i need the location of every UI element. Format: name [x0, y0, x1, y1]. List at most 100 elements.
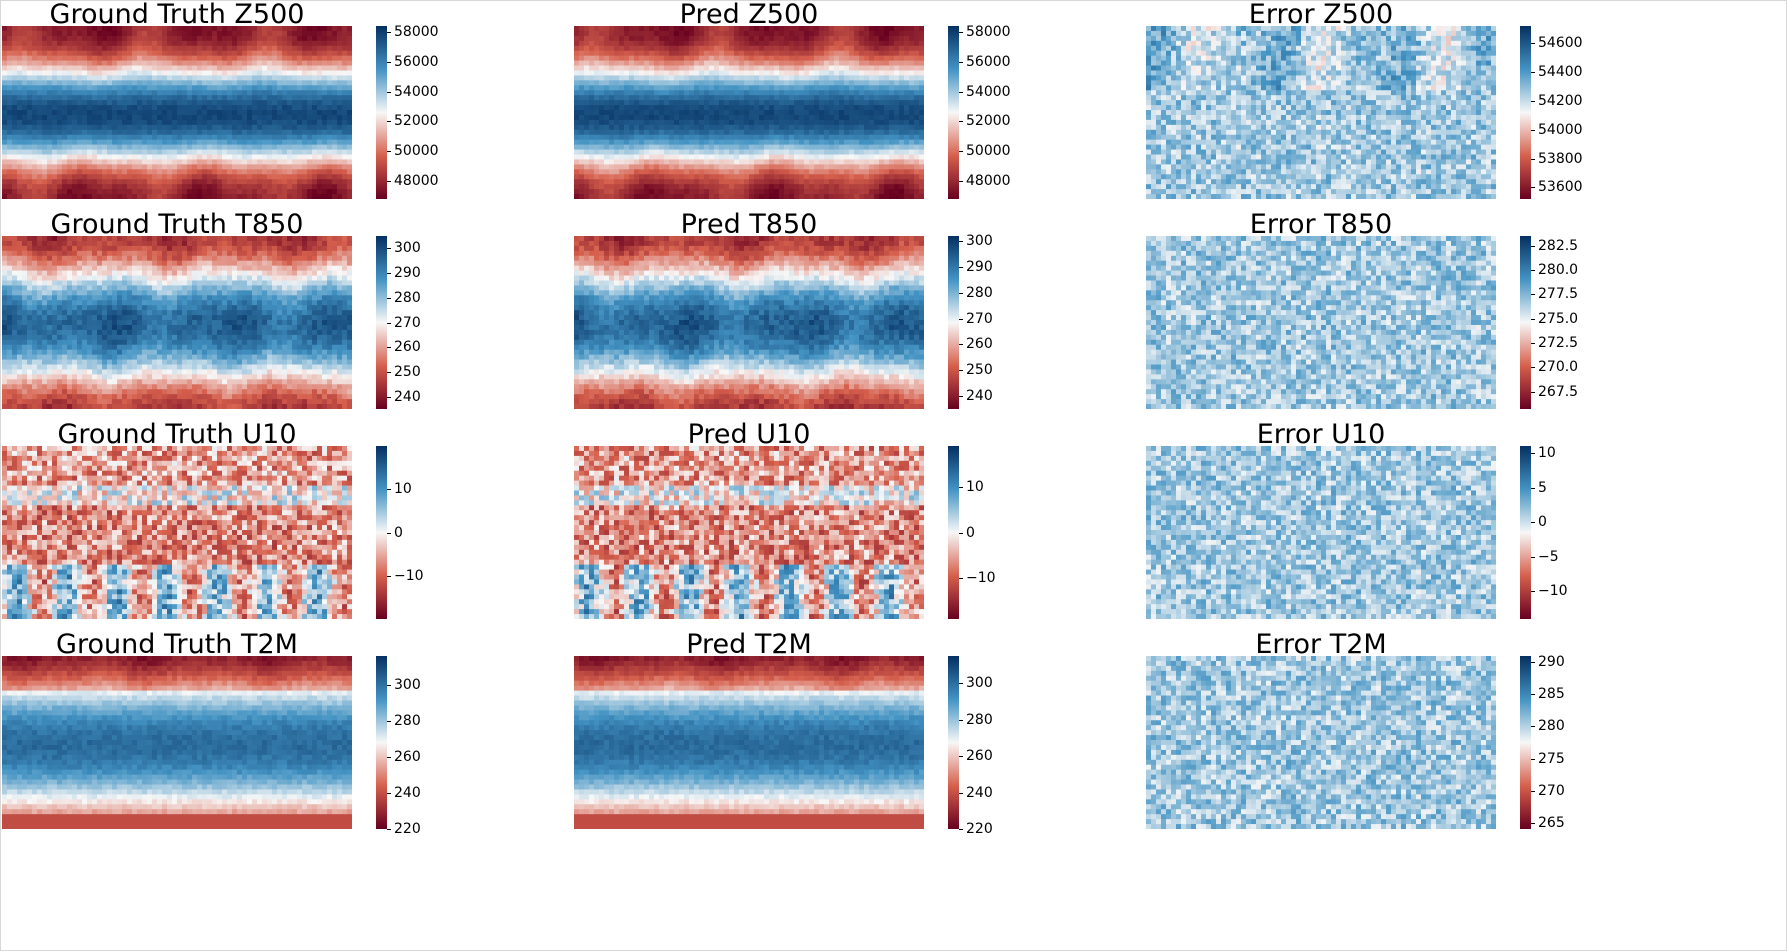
- heatmap-cell: [599, 30, 605, 37]
- heatmap-cell: [1291, 26, 1297, 32]
- heatmap-cell: [17, 114, 23, 121]
- heatmap-cell: [694, 114, 700, 121]
- heatmap-cell: [709, 100, 715, 106]
- heatmap-cell: [57, 159, 63, 165]
- heatmap-cell: [844, 60, 850, 67]
- heatmap-cell: [262, 124, 268, 131]
- heatmap-cell: [312, 35, 318, 42]
- heatmap-cell: [182, 65, 188, 72]
- heatmap-cell: [312, 100, 318, 106]
- heatmap-cell: [112, 164, 118, 170]
- heatmap-cell: [187, 75, 193, 81]
- heatmap-cell: [729, 129, 735, 136]
- heatmap-cell: [152, 45, 158, 52]
- heatmap-cell: [337, 95, 343, 101]
- heatmap-cell: [754, 149, 760, 156]
- heatmap-cell: [914, 129, 920, 136]
- heatmap-cell: [594, 174, 600, 180]
- heatmap-cell: [1321, 26, 1327, 32]
- heatmap-cell: [914, 105, 920, 111]
- heatmap-cell: [202, 184, 208, 190]
- heatmap-cell: [894, 95, 900, 101]
- heatmap-cell: [297, 194, 303, 199]
- heatmap-cell: [729, 134, 735, 141]
- heatmap-cell: [262, 154, 268, 161]
- heatmap-cell: [584, 174, 590, 180]
- heatmap-cell: [132, 189, 138, 195]
- heatmap-cell: [247, 159, 253, 165]
- heatmap-cell: [202, 100, 208, 106]
- heatmap-cell: [859, 70, 865, 77]
- heatmap-cell: [37, 30, 43, 37]
- heatmap-cell: [804, 105, 810, 111]
- heatmap-cell: [589, 70, 595, 77]
- heatmap-cell: [1176, 26, 1182, 32]
- heatmap-cell: [784, 55, 790, 62]
- heatmap-cell: [624, 65, 630, 72]
- heatmap-cell: [317, 114, 323, 121]
- heatmap-cell: [854, 55, 860, 62]
- heatmap-cell: [122, 124, 128, 131]
- heatmap-cell: [207, 129, 213, 136]
- heatmap-cell: [167, 134, 173, 141]
- heatmap-cell: [614, 105, 620, 111]
- heatmap-cell: [147, 90, 153, 96]
- heatmap-cell: [904, 144, 910, 151]
- heatmap-cell: [784, 45, 790, 52]
- heatmap-cell: [97, 169, 103, 175]
- heatmap-cell: [694, 139, 700, 146]
- heatmap-cell: [769, 149, 775, 156]
- heatmap-cell: [719, 50, 725, 57]
- heatmap-cell: [789, 80, 795, 86]
- heatmap-cell: [72, 65, 78, 72]
- heatmap-cell: [62, 139, 68, 146]
- heatmap-cell: [97, 139, 103, 146]
- heatmap-cell: [594, 95, 600, 101]
- heatmap-cell: [322, 105, 328, 111]
- heatmap-cell: [17, 149, 23, 156]
- heatmap-cell: [729, 35, 735, 42]
- heatmap-cell: [157, 100, 163, 106]
- heatmap-cell: [292, 105, 298, 111]
- heatmap-cell: [659, 85, 665, 91]
- heatmap-cell: [684, 159, 690, 165]
- heatmap-cell: [764, 189, 770, 195]
- heatmap-cell: [82, 26, 88, 32]
- heatmap-cell: [809, 154, 815, 161]
- heatmap-cell: [664, 70, 670, 77]
- heatmap-cell: [257, 75, 263, 81]
- heatmap-cell: [1161, 26, 1167, 32]
- heatmap-cell: [799, 30, 805, 37]
- heatmap-cell: [167, 45, 173, 52]
- heatmap-cell: [47, 45, 53, 52]
- heatmap-cell: [252, 174, 258, 180]
- heatmap-cell: [317, 110, 323, 116]
- heatmap-cell: [222, 60, 228, 67]
- heatmap-cell: [162, 105, 168, 111]
- heatmap-cell: [292, 134, 298, 141]
- heatmap-cell: [177, 75, 183, 81]
- heatmap-cell: [12, 144, 18, 151]
- heatmap-cell: [664, 134, 670, 141]
- heatmap-cell: [734, 184, 740, 190]
- heatmap-cell: [122, 70, 128, 77]
- heatmap-cell: [609, 124, 615, 131]
- heatmap-cell: [644, 184, 650, 190]
- heatmap-cell: [844, 154, 850, 161]
- heatmap-cell: [137, 184, 143, 190]
- heatmap-cell: [342, 159, 348, 165]
- heatmap-cell: [579, 119, 585, 126]
- heatmap-cell: [267, 35, 273, 42]
- heatmap-cell: [62, 144, 68, 151]
- heatmap-cell: [739, 40, 745, 47]
- heatmap-cell: [337, 124, 343, 131]
- heatmap-cell: [719, 105, 725, 111]
- heatmap-cell: [222, 184, 228, 190]
- heatmap-cell: [92, 30, 98, 37]
- heatmap-cell: [27, 149, 33, 156]
- heatmap-cell: [172, 105, 178, 111]
- heatmap-cell: [162, 26, 168, 32]
- heatmap-cell: [52, 159, 58, 165]
- heatmap-cell: [809, 149, 815, 156]
- heatmap-cell: [152, 129, 158, 136]
